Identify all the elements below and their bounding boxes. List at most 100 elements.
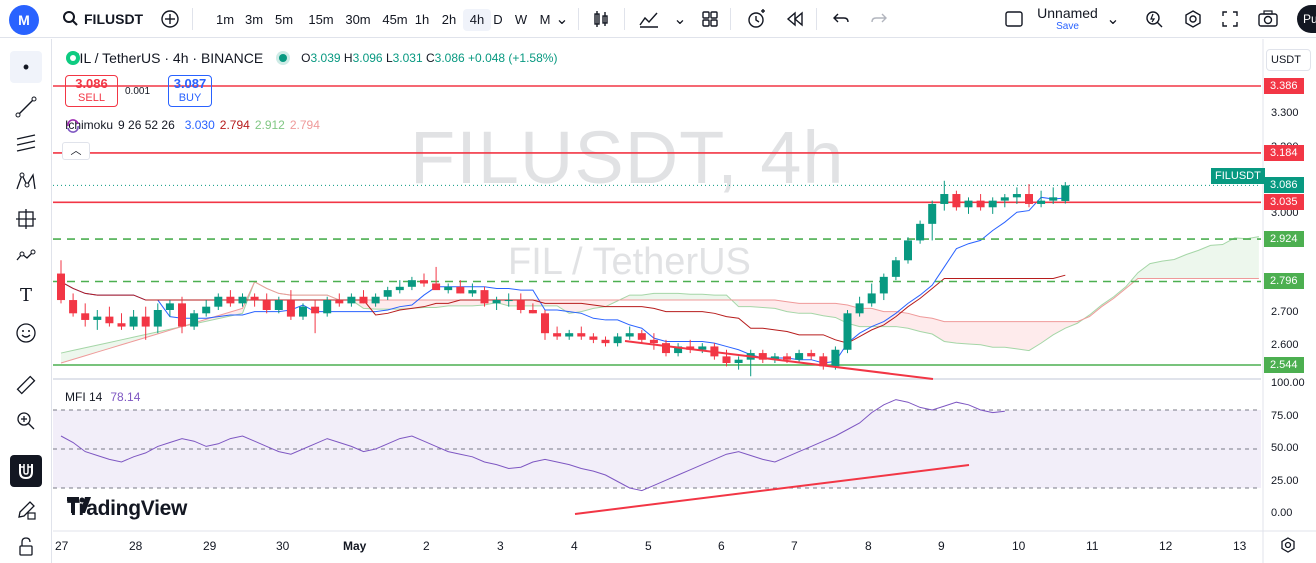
candle-body bbox=[226, 296, 235, 304]
candle-body bbox=[371, 296, 380, 304]
buy-button[interactable]: 3.087 BUY bbox=[168, 75, 212, 107]
time-tick: 11 bbox=[1086, 539, 1099, 553]
ichimoku-cloud-segment bbox=[908, 313, 921, 332]
tradingview-wordmark: TradingView bbox=[67, 497, 188, 520]
interval-45m[interactable]: 45m bbox=[382, 12, 408, 27]
undo-icon[interactable] bbox=[828, 6, 854, 32]
symbol-search-button[interactable]: FILUSDT bbox=[62, 8, 143, 30]
cursor-dot-icon[interactable]: • bbox=[10, 51, 42, 83]
sell-button[interactable]: 3.086 SELL bbox=[65, 75, 118, 107]
user-avatar[interactable]: M bbox=[9, 5, 39, 35]
interval-1m[interactable]: 1m bbox=[215, 12, 235, 27]
candle-body bbox=[952, 194, 961, 208]
candle-body bbox=[504, 300, 513, 302]
redo-icon[interactable] bbox=[866, 6, 892, 32]
candle-body bbox=[202, 306, 211, 314]
ichimoku-params: 9 26 52 26 bbox=[118, 118, 175, 132]
settings-icon[interactable] bbox=[1180, 6, 1206, 32]
pattern-tool-icon[interactable] bbox=[10, 166, 42, 198]
ruler-icon[interactable] bbox=[10, 369, 42, 401]
open-value: 3.039 bbox=[310, 51, 341, 65]
fullscreen-icon[interactable] bbox=[1217, 6, 1243, 32]
interval-2h[interactable]: 2h bbox=[441, 12, 457, 27]
candle-body bbox=[238, 296, 247, 304]
ichimoku-cloud-segment bbox=[883, 311, 896, 327]
tradingview-mark-icon bbox=[67, 497, 91, 513]
lock-icon[interactable] bbox=[10, 531, 42, 563]
projection-tool-icon[interactable] bbox=[10, 203, 42, 235]
interval-15m[interactable]: 15m bbox=[308, 12, 334, 27]
ichimoku-cloud-segment bbox=[871, 308, 884, 327]
zoom-in-icon[interactable] bbox=[10, 405, 42, 437]
candle-body bbox=[928, 203, 937, 224]
indicators-icon[interactable] bbox=[636, 6, 662, 32]
candle-body bbox=[57, 273, 65, 301]
candle-body bbox=[153, 309, 162, 327]
candle-body bbox=[347, 296, 356, 304]
symbol-watermark: FILUSDT, 4h bbox=[410, 116, 845, 199]
replay-icon[interactable] bbox=[782, 6, 808, 32]
chevron-down-icon[interactable]: ⌄ bbox=[555, 11, 569, 28]
pencil-lock-icon[interactable] bbox=[10, 494, 42, 526]
interval-W[interactable]: W bbox=[514, 12, 528, 27]
collapse-legend-button[interactable]: ︿ bbox=[62, 142, 90, 160]
magnet-icon[interactable] bbox=[10, 455, 42, 487]
publish-button[interactable]: Pu bbox=[1297, 5, 1316, 33]
trend-line-mfi bbox=[574, 464, 970, 515]
ichimoku-cloud-segment bbox=[121, 337, 134, 345]
emoji-icon[interactable] bbox=[10, 317, 42, 349]
ichimoku-cloud-segment bbox=[702, 294, 715, 301]
camera-icon[interactable] bbox=[1255, 6, 1281, 32]
ichimoku-cloud-segment bbox=[956, 321, 969, 344]
interval-30m[interactable]: 30m bbox=[345, 12, 371, 27]
ichimoku-cloud-segment bbox=[1234, 237, 1247, 279]
interval-D[interactable]: D bbox=[493, 12, 503, 27]
text-tool-icon[interactable]: T bbox=[19, 284, 32, 306]
chevron-down-icon[interactable]: ⌄ bbox=[1106, 11, 1120, 28]
layouts-icon[interactable] bbox=[697, 6, 723, 32]
interval-1h[interactable]: 1h bbox=[414, 12, 430, 27]
layout-square-icon[interactable] bbox=[1001, 6, 1027, 32]
currency-selector[interactable]: USDT ⌄ bbox=[1266, 49, 1311, 85]
candle-body bbox=[964, 200, 973, 208]
ichimoku-cloud-segment bbox=[799, 303, 812, 314]
ichimoku-cloud-segment bbox=[653, 293, 666, 301]
ichimoku-cloud-segment bbox=[823, 303, 836, 318]
price-scale[interactable]: USDT ⌄ 3.3003.2003.0002.8002.7002.600100… bbox=[1263, 39, 1316, 563]
candle-body bbox=[541, 313, 549, 334]
trend-line-icon[interactable] bbox=[10, 91, 42, 123]
interval-5m[interactable]: 5m bbox=[274, 12, 294, 27]
interval-4h[interactable]: 4h bbox=[463, 9, 491, 31]
ichimoku-cloud-segment bbox=[895, 311, 908, 329]
chevron-down-icon[interactable]: ⌄ bbox=[673, 11, 687, 28]
compare-plus-icon[interactable] bbox=[157, 6, 183, 32]
alert-icon[interactable] bbox=[743, 6, 769, 32]
mfi-legend[interactable]: MFI 14 78.14 bbox=[65, 390, 140, 404]
change-value: +0.048 (+1.58%) bbox=[468, 51, 558, 65]
ichimoku-cloud-segment bbox=[399, 300, 412, 310]
candles-icon[interactable] bbox=[588, 6, 614, 32]
price-chart[interactable] bbox=[53, 39, 1316, 563]
brush-tool-icon[interactable] bbox=[10, 241, 42, 273]
ichimoku-cloud-segment bbox=[980, 321, 993, 348]
fib-tool-icon[interactable] bbox=[10, 128, 42, 160]
low-value: 3.031 bbox=[392, 51, 423, 65]
ichimoku-cloud-segment bbox=[920, 316, 933, 335]
candle-body bbox=[323, 300, 332, 314]
symbol-name: FILUSDT bbox=[84, 11, 144, 27]
interval-3m[interactable]: 3m bbox=[244, 12, 264, 27]
candle-body bbox=[795, 353, 804, 360]
candle-body bbox=[311, 306, 320, 314]
interval-M[interactable]: M bbox=[539, 12, 551, 27]
quick-search-icon[interactable] bbox=[1141, 6, 1167, 32]
chart-pane[interactable]: FILUSDT, 4h FIL / TetherUS FIL / TetherU… bbox=[53, 39, 1316, 563]
ichimoku-cloud-segment bbox=[1210, 244, 1223, 279]
candle-body bbox=[891, 260, 900, 277]
candle-body bbox=[407, 280, 416, 287]
candle-body bbox=[674, 346, 683, 354]
layout-name[interactable]: Unnamed Save bbox=[1030, 5, 1105, 32]
ichimoku-legend[interactable]: Ichimoku 9 26 52 26 3.030 2.794 2.912 2.… bbox=[65, 118, 320, 133]
ichimoku-conversion-line bbox=[60, 196, 1066, 364]
ichimoku-cloud-segment bbox=[944, 321, 957, 344]
trend-line-price bbox=[624, 340, 934, 380]
